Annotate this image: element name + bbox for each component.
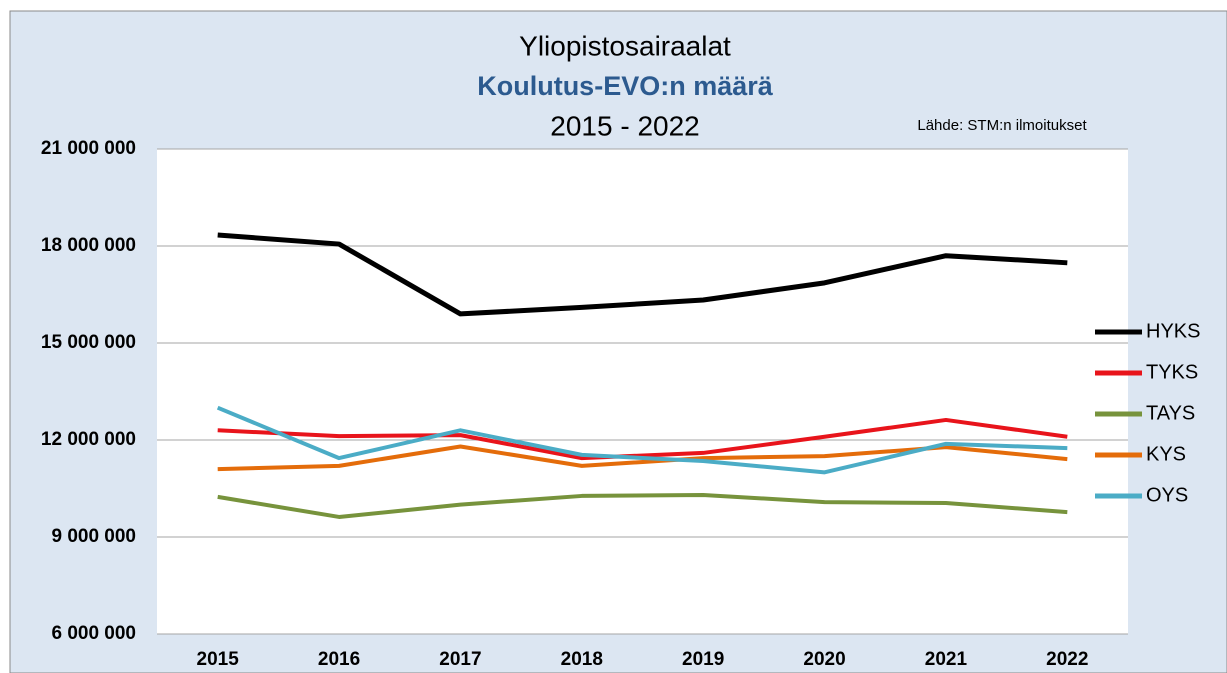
y-tick-label: 12 000 000 — [41, 429, 136, 450]
chart-title: Yliopistosairaalat — [519, 30, 731, 61]
legend-label: HYKS — [1146, 320, 1200, 342]
y-tick-label: 21 000 000 — [41, 138, 136, 159]
chart-subtitle: Koulutus-EVO:n määrä — [477, 71, 774, 101]
x-tick-label: 2020 — [803, 649, 845, 670]
source-note: Lähde: STM:n ilmoitukset — [917, 117, 1087, 134]
series-line — [217, 417, 1068, 461]
legend-label: KYS — [1146, 443, 1186, 465]
x-tick-label: 2017 — [439, 649, 481, 670]
legend-label: TYKS — [1146, 361, 1198, 383]
chart-period: 2015 - 2022 — [550, 110, 699, 141]
x-tick-label: 2015 — [197, 649, 240, 670]
legend-label: OYS — [1146, 484, 1188, 506]
series-line — [216, 405, 1068, 475]
y-tick-label: 15 000 000 — [41, 332, 136, 353]
legend-label: TAYS — [1146, 402, 1195, 424]
x-tick-label: 2019 — [682, 649, 724, 670]
series-line — [217, 492, 1068, 519]
y-tick-label: 18 000 000 — [41, 235, 136, 256]
x-tick-label: 2018 — [561, 649, 603, 670]
x-tick-label: 2016 — [318, 649, 360, 670]
y-tick-label: 9 000 000 — [51, 526, 136, 547]
plot-area — [157, 149, 1128, 634]
y-tick-label: 6 000 000 — [51, 623, 136, 644]
series-line — [217, 232, 1068, 317]
x-tick-label: 2021 — [925, 649, 968, 670]
x-tick-label: 2022 — [1046, 649, 1088, 670]
